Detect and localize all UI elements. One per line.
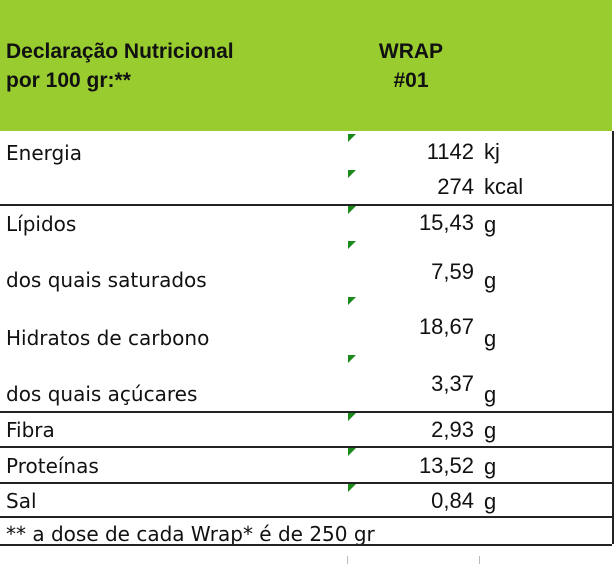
row-unit-saturados: g xyxy=(484,268,497,293)
row-unit-fibra: g xyxy=(484,418,497,443)
row-unit-acucares: g xyxy=(484,382,497,407)
row-unit-energia-kj: kj xyxy=(484,139,500,164)
footnote: ** a dose de cada Wrap* é de 250 gr xyxy=(6,522,375,546)
cell-marker-icon xyxy=(348,241,356,249)
cell-marker-icon xyxy=(348,170,356,178)
product-name-line1: WRAP xyxy=(378,40,444,63)
row-divider xyxy=(0,411,612,413)
row-label-saturados: dos quais saturados xyxy=(6,268,207,292)
product-name: WRAP #01 xyxy=(352,37,470,95)
row-divider xyxy=(0,516,612,518)
cell-marker-icon xyxy=(348,355,356,363)
grid-tick xyxy=(347,556,348,564)
row-value-hidratos: 18,67 xyxy=(418,314,474,339)
cell-marker-icon xyxy=(348,448,356,456)
row-label-acucares: dos quais açúcares xyxy=(6,382,198,406)
table-bottom-border xyxy=(0,544,612,546)
row-label-energia: Energia xyxy=(6,141,82,165)
row-divider xyxy=(0,204,612,206)
grid-tick xyxy=(479,556,480,564)
row-label-lipidos: Lípidos xyxy=(6,212,77,236)
table-header: Declaração Nutricional por 100 gr:** WRA… xyxy=(0,0,612,131)
row-divider xyxy=(0,482,612,484)
row-label-proteinas: Proteínas xyxy=(6,454,99,478)
table-right-border xyxy=(612,131,614,544)
product-name-line2: #01 xyxy=(393,69,429,92)
row-value-fibra: 2,93 xyxy=(431,417,474,442)
row-label-sal: Sal xyxy=(6,489,37,513)
row-value-proteinas: 13,52 xyxy=(418,453,474,478)
cell-marker-icon xyxy=(348,134,356,142)
row-unit-lipidos: g xyxy=(484,212,497,237)
row-unit-hidratos: g xyxy=(484,326,497,351)
row-label-hidratos: Hidratos de carbono xyxy=(6,326,210,350)
row-value-energia-kcal: 274 xyxy=(437,174,474,199)
row-unit-proteinas: g xyxy=(484,454,497,479)
cell-marker-icon xyxy=(348,413,356,421)
row-divider xyxy=(0,446,612,448)
row-value-saturados: 7,59 xyxy=(431,259,474,284)
row-unit-sal: g xyxy=(484,489,497,514)
header-title-line2: por 100 gr:** xyxy=(6,69,131,92)
row-value-acucares: 3,37 xyxy=(431,371,474,396)
row-unit-energia-kcal: kcal xyxy=(484,174,524,199)
cell-marker-icon xyxy=(348,297,356,305)
header-title-line1: Declaração Nutricional xyxy=(6,40,234,63)
row-value-energia-kj: 1142 xyxy=(426,139,474,164)
header-title: Declaração Nutricional por 100 gr:** xyxy=(6,37,234,95)
row-value-lipidos: 15,43 xyxy=(418,210,474,235)
row-label-fibra: Fibra xyxy=(6,418,55,442)
cell-marker-icon xyxy=(348,206,356,214)
row-value-sal: 0,84 xyxy=(431,488,474,513)
cell-marker-icon xyxy=(348,484,356,492)
